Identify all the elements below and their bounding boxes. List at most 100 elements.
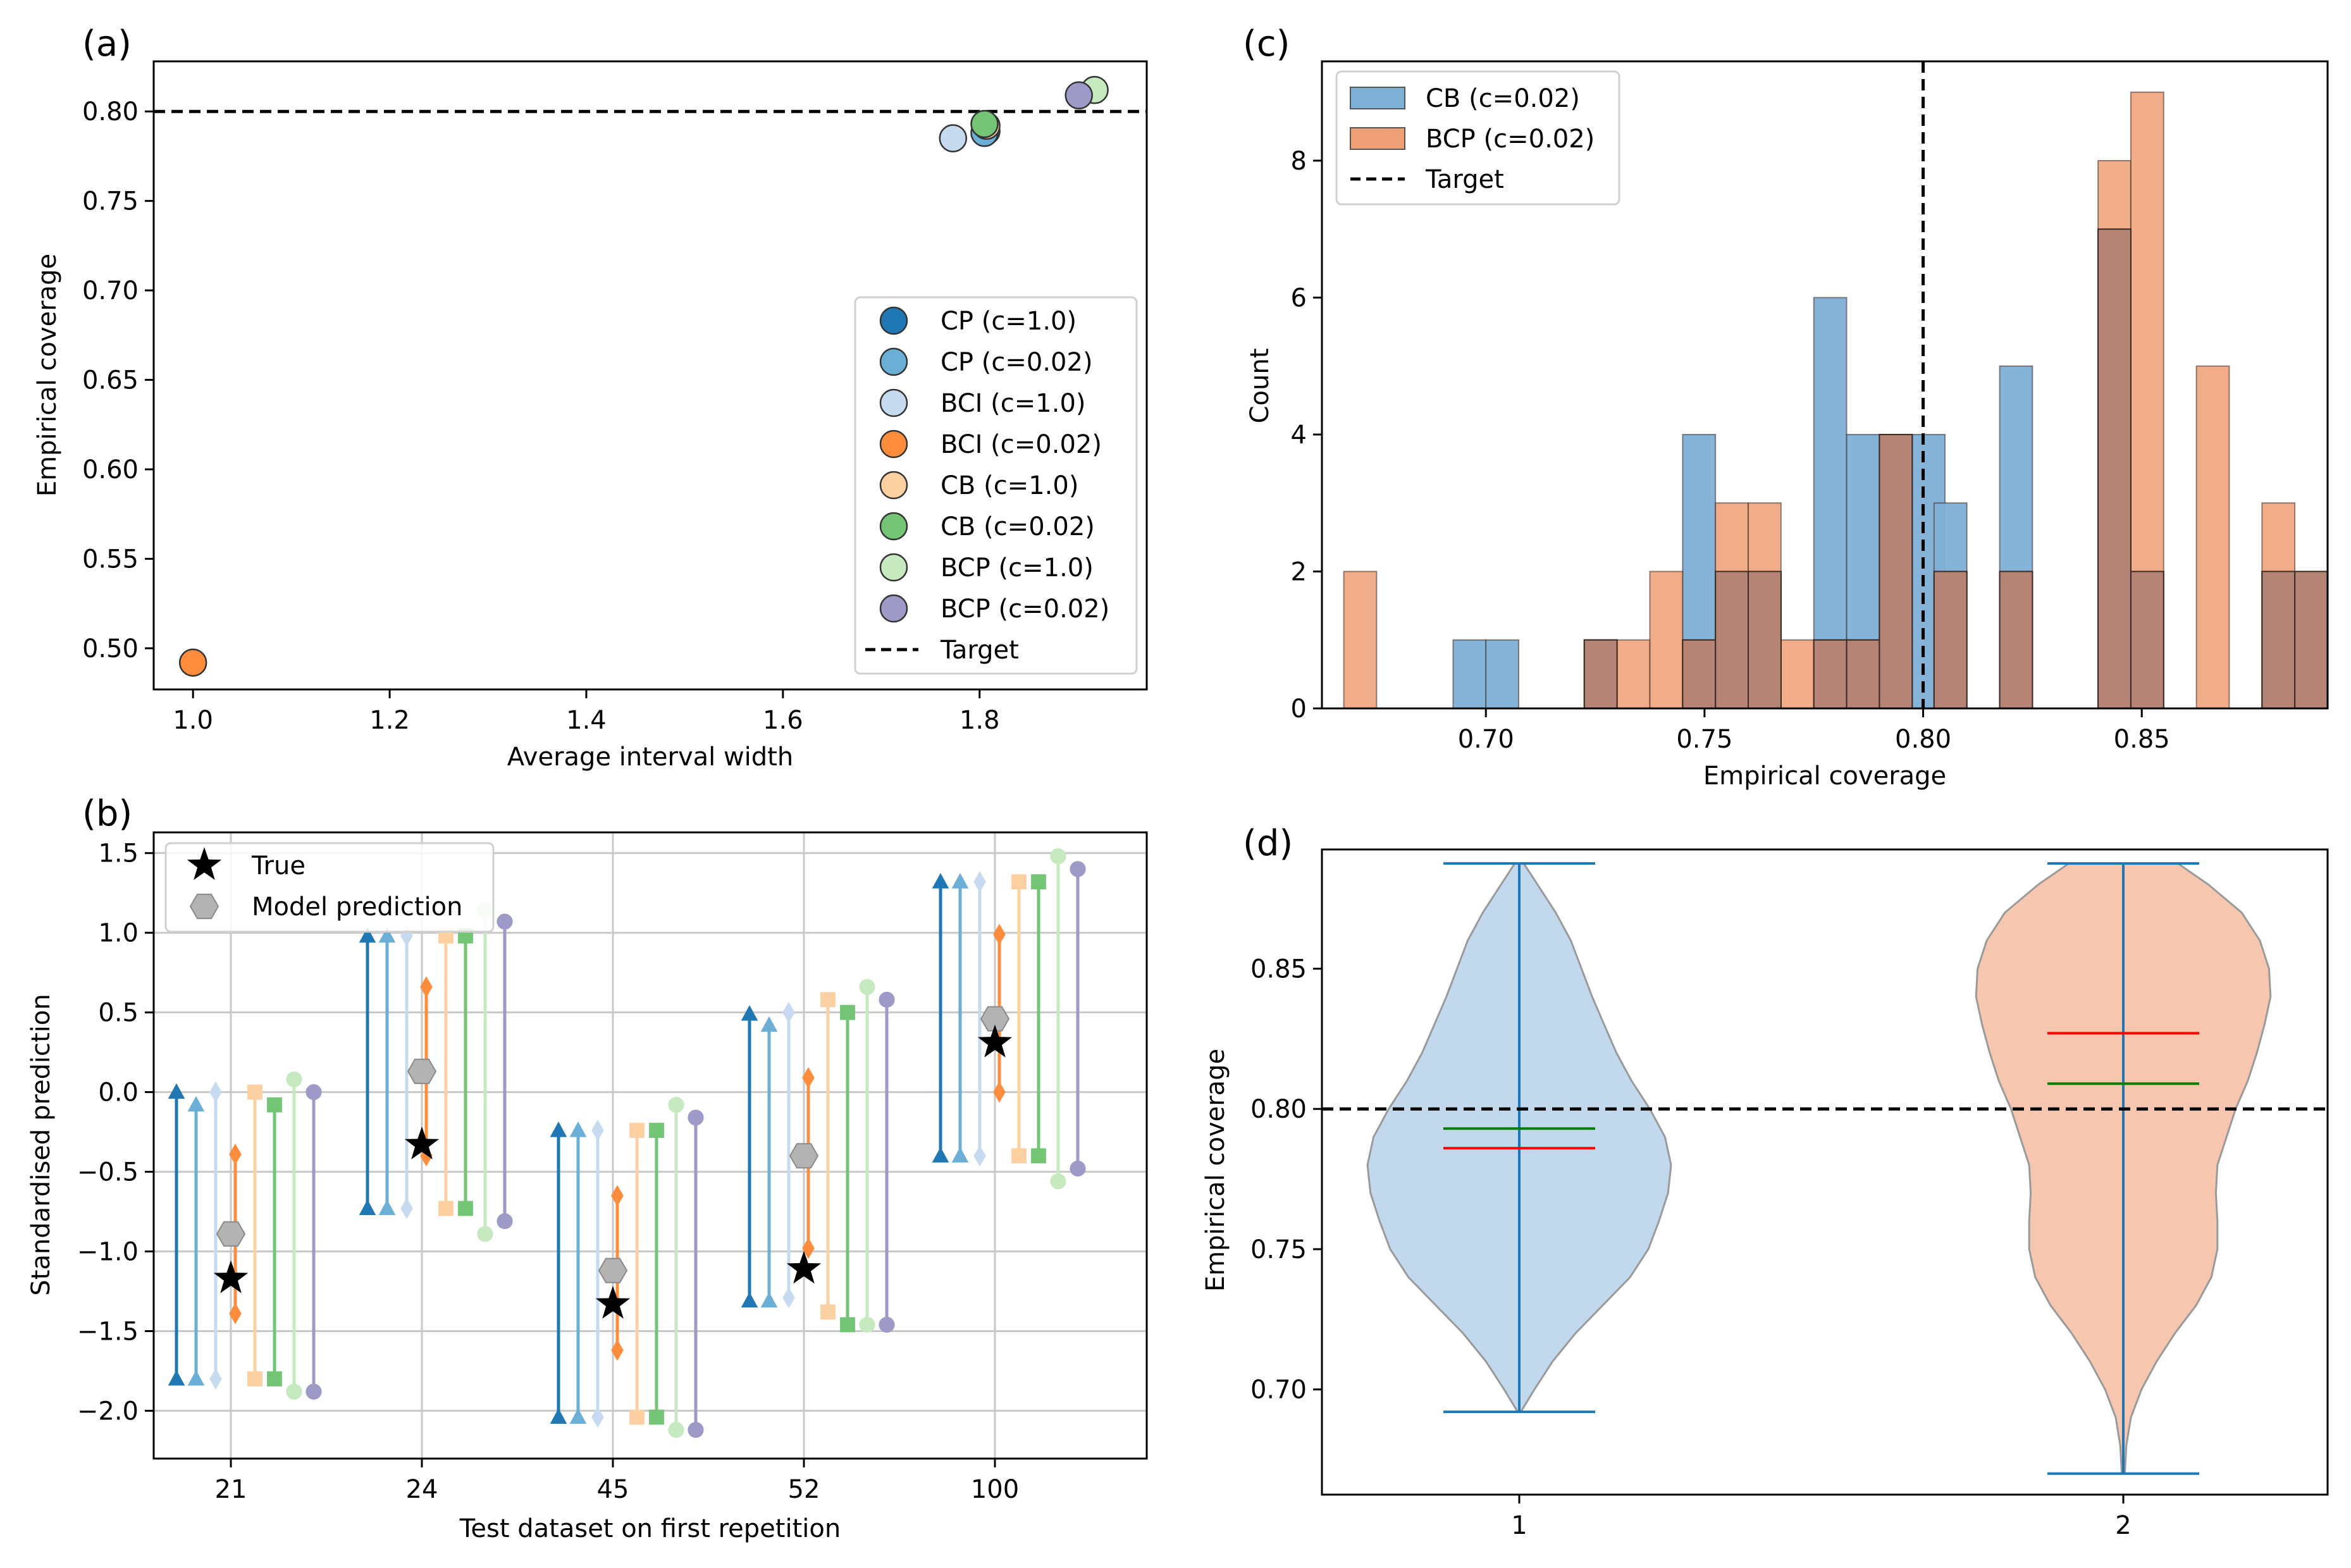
b-interval-upper-marker (305, 1084, 322, 1101)
b-interval-lower-marker (649, 1409, 664, 1425)
panel-c-histogram: (c) 0.70 0.75 0.80 0.85 0 2 4 6 8 Empirical cove… (1243, 23, 2329, 791)
b-interval-upper-marker (649, 1123, 664, 1138)
c-legend-marker (1350, 127, 1405, 150)
b-model-prediction (216, 1221, 246, 1247)
c-legend-label: BCP (c=0.02) (1426, 125, 1595, 154)
b-interval-upper-marker (993, 923, 1006, 946)
b-model-prediction (980, 1006, 1010, 1032)
b-interval-lower-marker (438, 1201, 454, 1216)
b-legend-marker (189, 893, 219, 920)
b-interval-upper-marker (209, 1081, 222, 1103)
c-bar-1 (1780, 639, 1815, 709)
b-interval-upper-marker (1050, 848, 1066, 865)
b-interval-lower-marker (951, 1147, 969, 1163)
panel-a-legend: CP (c=1.0) CP (c=0.02) BCI (c=1.0) BCI (c=0… (854, 296, 1138, 675)
b-interval-lower-marker (286, 1383, 302, 1400)
c-bar-overlap (1813, 639, 1848, 709)
b-interval-upper-marker (267, 1097, 282, 1113)
c-bar-overlap (1748, 571, 1782, 709)
panel-b-ylabel: Standardised prediction (27, 994, 56, 1295)
a-ytick-label: 0.55 (82, 545, 139, 574)
b-interval-lower-marker (879, 1316, 895, 1333)
b-true-value (404, 1127, 440, 1159)
panel-b-intervals: (b) −2.0 −1.5 −1.0 −0.5 0.0 0.5 1.0 1.5 21 24 45 52… (27, 793, 1148, 1543)
b-ytick-label: −1.0 (77, 1238, 139, 1267)
b-interval-upper-marker (973, 871, 986, 892)
a-legend-marker (879, 429, 908, 459)
c-bar-overlap (1846, 639, 1880, 709)
b-ytick-label: 0.0 (98, 1078, 139, 1108)
b-interval-lower-marker (993, 1081, 1006, 1103)
b-interval-lower-marker (668, 1422, 684, 1438)
b-interval-upper-marker (378, 927, 396, 943)
panel-b-legend: True Model prediction (164, 842, 495, 933)
c-bar-overlap (1879, 433, 1913, 709)
b-interval-upper-marker (688, 1109, 704, 1126)
b-interval-lower-marker (1070, 1160, 1086, 1177)
b-interval-upper-marker (611, 1185, 624, 1207)
d-ytick-label: 0.70 (1250, 1376, 1307, 1405)
panel-d-violin: (d) 0.70 0.75 0.80 0.85 1 2 Empirical coverag… (1201, 823, 2329, 1540)
b-interval-lower-marker (359, 1199, 376, 1216)
b-interval-lower-marker (477, 1226, 493, 1242)
b-interval-lower-marker (782, 1287, 795, 1309)
a-legend-label: CB (c=1.0) (941, 471, 1078, 500)
b-interval-lower-marker (209, 1368, 222, 1390)
a-point-2 (939, 124, 968, 152)
b-interval-upper-marker (420, 976, 433, 998)
b-interval-lower-marker (629, 1409, 645, 1425)
d-xtick-label: 2 (2115, 1511, 2131, 1540)
c-xtick-label: 0.75 (1676, 725, 1732, 754)
c-bar-overlap (2130, 571, 2164, 709)
b-interval-upper-marker (400, 925, 413, 947)
a-legend-marker (879, 553, 908, 582)
c-ytick-label: 2 (1291, 557, 1307, 586)
b-interval-lower-marker (611, 1339, 624, 1361)
b-ytick-label: −2.0 (77, 1397, 139, 1426)
b-ytick-label: 0.5 (98, 999, 139, 1028)
b-xtick-label: 24 (406, 1475, 438, 1504)
a-point-3 (178, 648, 207, 677)
c-bar-overlap (1715, 571, 1749, 709)
b-interval-upper-marker (760, 1016, 778, 1032)
b-interval-upper-marker (1011, 874, 1027, 889)
a-xtick-label: 1.2 (369, 706, 410, 735)
b-ytick-label: −1.5 (77, 1317, 139, 1346)
a-legend-label: CP (c=1.0) (941, 307, 1077, 336)
b-interval-upper-marker (741, 1005, 758, 1021)
panel-d-ylabel: Empirical coverage (1201, 1049, 1230, 1292)
a-ytick-label: 0.70 (82, 276, 139, 306)
a-ytick-label: 0.65 (82, 366, 139, 395)
c-bar-overlap (1682, 639, 1717, 709)
b-interval-upper-marker (932, 873, 949, 889)
legend-a-frame (854, 296, 1138, 675)
c-legend-marker (1350, 87, 1405, 109)
b-interval-lower-marker (229, 1302, 242, 1324)
c-bar-overlap (2294, 571, 2328, 709)
b-model-prediction (789, 1143, 819, 1169)
a-legend-label: Target (940, 636, 1019, 665)
panel-c-label: (c) (1243, 23, 1290, 65)
b-interval-lower-marker (497, 1213, 513, 1230)
b-interval-upper-marker (951, 873, 969, 889)
b-interval-upper-marker (187, 1096, 205, 1112)
c-bar-1 (1343, 571, 1378, 709)
panel-d-plot-elements: 0.70 0.75 0.80 0.85 1 2 (1250, 862, 2328, 1540)
c-bar-1 (1616, 639, 1651, 709)
b-interval-lower-marker (760, 1292, 778, 1308)
b-interval-lower-marker (378, 1199, 396, 1216)
c-bar-0 (1485, 639, 1520, 709)
panel-a-label: (a) (82, 23, 132, 65)
panel-a-ylabel: Empirical coverage (33, 254, 62, 497)
c-bar-1 (2195, 365, 2230, 709)
c-bar-overlap (1583, 639, 1618, 709)
b-legend-label: True (251, 851, 305, 880)
b-xtick-label: 52 (788, 1475, 820, 1504)
panel-a-plot-elements: 1.0 1.2 1.4 1.6 1.8 0.50 0.55 0.60 0.65 0.70 0.75 0… (82, 76, 1147, 735)
a-legend-label: BCI (c=0.02) (941, 430, 1102, 459)
panel-c-ylabel: Count (1245, 349, 1274, 424)
a-legend-marker (879, 594, 908, 623)
a-xtick-label: 1.0 (173, 706, 213, 735)
b-interval-lower-marker (550, 1408, 567, 1424)
